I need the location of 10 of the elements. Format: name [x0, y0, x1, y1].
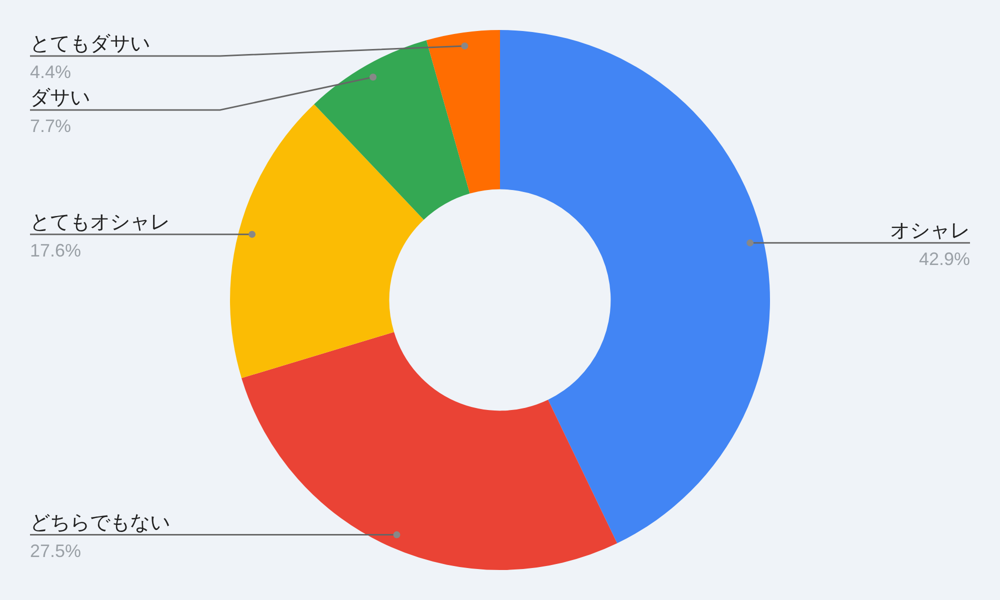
slice-label: オシャレ	[890, 218, 970, 242]
slice-label: ダサい	[30, 85, 90, 109]
slice-label: どちらでもない	[30, 510, 170, 534]
data-label: 27.5%	[30, 540, 82, 561]
data-label: 7.7%	[30, 116, 72, 136]
slice-label: とてもオシャレ	[30, 209, 170, 234]
data-label: 42.9%	[918, 248, 970, 269]
data-label: 4.4%	[30, 62, 72, 82]
slice-label: とてもダサい	[30, 31, 150, 55]
data-label: 17.6%	[30, 240, 82, 260]
